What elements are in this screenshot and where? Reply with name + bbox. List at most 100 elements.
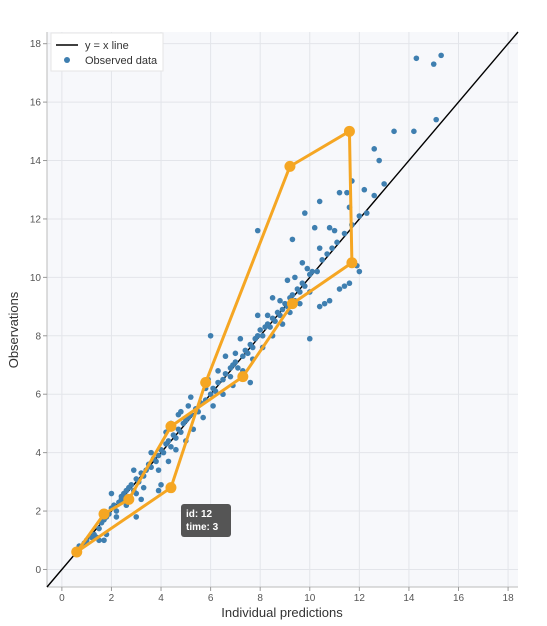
- legend[interactable]: y = x line Observed data: [50, 32, 164, 72]
- observed-point[interactable]: [324, 251, 330, 257]
- observed-point[interactable]: [128, 481, 135, 488]
- observed-point[interactable]: [130, 467, 137, 473]
- observed-point[interactable]: [341, 230, 348, 237]
- observed-point[interactable]: [306, 335, 313, 342]
- observed-point[interactable]: [391, 128, 397, 135]
- observed-point[interactable]: [232, 350, 239, 357]
- observed-point[interactable]: [289, 236, 296, 243]
- observed-point[interactable]: [302, 283, 308, 289]
- highlighted-point[interactable]: [286, 298, 298, 310]
- observed-point[interactable]: [153, 458, 159, 465]
- observed-point[interactable]: [254, 332, 261, 339]
- observed-point[interactable]: [210, 403, 216, 409]
- observed-point[interactable]: [297, 289, 303, 295]
- observed-point[interactable]: [165, 438, 172, 444]
- observed-point[interactable]: [336, 189, 343, 196]
- observed-point[interactable]: [173, 435, 179, 441]
- observed-point[interactable]: [259, 332, 266, 339]
- highlighted-point[interactable]: [165, 482, 177, 494]
- observed-point[interactable]: [316, 245, 323, 251]
- observed-point[interactable]: [316, 303, 323, 310]
- highlighted-point[interactable]: [71, 546, 83, 558]
- observed-point[interactable]: [267, 324, 273, 330]
- observed-point[interactable]: [247, 379, 254, 386]
- observed-point[interactable]: [118, 496, 125, 503]
- observed-point[interactable]: [279, 306, 286, 313]
- observed-point[interactable]: [220, 376, 226, 383]
- observed-point[interactable]: [336, 286, 343, 292]
- highlighted-point[interactable]: [343, 125, 355, 137]
- observed-point[interactable]: [178, 429, 184, 435]
- observed-point[interactable]: [158, 481, 164, 488]
- observed-point[interactable]: [334, 239, 340, 246]
- observed-point[interactable]: [212, 388, 219, 395]
- observed-point[interactable]: [244, 350, 251, 357]
- observed-point[interactable]: [148, 449, 154, 456]
- observed-point[interactable]: [264, 312, 271, 319]
- observed-point[interactable]: [207, 391, 214, 398]
- observed-point[interactable]: [254, 227, 261, 234]
- observed-point[interactable]: [101, 537, 107, 544]
- observed-point[interactable]: [272, 318, 278, 324]
- observed-point[interactable]: [356, 268, 363, 275]
- observed-point[interactable]: [292, 274, 298, 281]
- observed-point[interactable]: [363, 210, 370, 216]
- highlighted-point[interactable]: [237, 371, 249, 383]
- observed-point[interactable]: [371, 146, 378, 152]
- observed-point[interactable]: [257, 327, 263, 333]
- observed-point[interactable]: [133, 514, 140, 520]
- observed-point[interactable]: [155, 487, 162, 494]
- highlighted-point[interactable]: [165, 420, 177, 432]
- highlighted-point[interactable]: [123, 493, 135, 505]
- observed-point[interactable]: [173, 446, 179, 453]
- observed-point[interactable]: [227, 373, 234, 380]
- observed-point[interactable]: [277, 312, 283, 319]
- observed-point[interactable]: [222, 370, 229, 377]
- observed-point[interactable]: [277, 297, 283, 304]
- observed-point[interactable]: [329, 245, 335, 251]
- observed-point[interactable]: [175, 411, 182, 418]
- observed-point[interactable]: [254, 312, 261, 319]
- observed-point[interactable]: [411, 128, 417, 135]
- observed-point[interactable]: [108, 490, 115, 497]
- observed-point[interactable]: [249, 344, 256, 351]
- observed-point[interactable]: [237, 335, 244, 342]
- observed-point[interactable]: [319, 257, 325, 263]
- highlighted-point[interactable]: [98, 508, 110, 520]
- observed-point[interactable]: [185, 403, 192, 409]
- observed-point[interactable]: [155, 452, 162, 459]
- observed-point[interactable]: [160, 449, 167, 456]
- observed-point[interactable]: [302, 210, 308, 216]
- observed-point[interactable]: [215, 368, 221, 374]
- observed-point[interactable]: [438, 52, 444, 59]
- observed-point[interactable]: [430, 61, 437, 67]
- observed-point[interactable]: [311, 224, 318, 231]
- observed-point[interactable]: [371, 192, 378, 199]
- observed-point[interactable]: [235, 365, 241, 371]
- observed-point[interactable]: [155, 467, 162, 473]
- observed-point[interactable]: [344, 189, 350, 196]
- observed-point[interactable]: [314, 268, 321, 275]
- observed-point[interactable]: [304, 265, 311, 272]
- observed-point[interactable]: [309, 268, 316, 275]
- observed-point[interactable]: [284, 277, 291, 284]
- observed-point[interactable]: [140, 484, 147, 491]
- observed-point[interactable]: [207, 332, 214, 339]
- observed-point[interactable]: [269, 295, 276, 301]
- observed-point[interactable]: [331, 227, 338, 234]
- observed-point[interactable]: [381, 181, 387, 187]
- observed-point[interactable]: [413, 55, 420, 62]
- observed-point[interactable]: [168, 443, 174, 450]
- observed-point[interactable]: [316, 198, 323, 205]
- observed-point[interactable]: [326, 224, 333, 231]
- observed-point[interactable]: [326, 297, 333, 304]
- observed-point[interactable]: [289, 292, 296, 298]
- observed-point[interactable]: [222, 353, 229, 360]
- observed-point[interactable]: [321, 300, 328, 307]
- observed-point[interactable]: [232, 359, 239, 365]
- observed-point[interactable]: [113, 514, 120, 520]
- observed-point[interactable]: [200, 414, 206, 421]
- observed-point[interactable]: [376, 157, 382, 164]
- observed-point[interactable]: [341, 283, 348, 289]
- observed-point[interactable]: [299, 259, 306, 266]
